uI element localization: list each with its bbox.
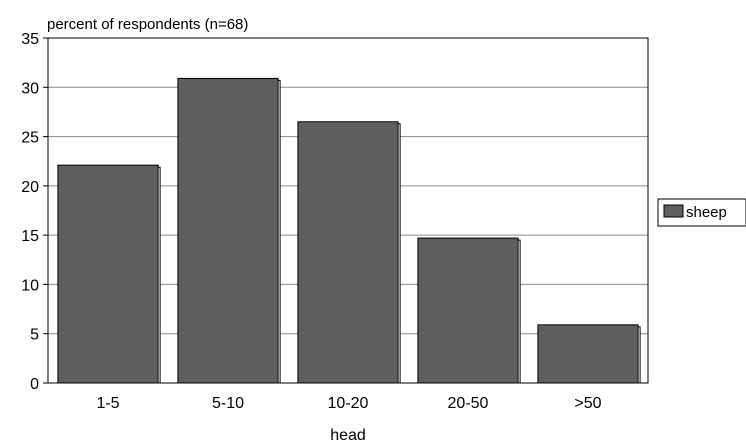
bar	[177, 77, 279, 384]
x-tick-label: 5-10	[212, 395, 244, 412]
y-axis-title: percent of respondents (n=68)	[47, 16, 248, 33]
x-axis-title: head	[330, 427, 366, 444]
bar	[417, 237, 519, 384]
bar	[57, 164, 159, 384]
x-tick-label: 1-5	[96, 395, 119, 412]
y-tick-label: 10	[21, 277, 39, 294]
x-tick-label: >50	[574, 395, 601, 412]
legend-swatch-sheep	[663, 204, 684, 218]
y-tick-label: 15	[21, 228, 39, 245]
x-tick-label: 20-50	[448, 395, 489, 412]
y-tick-label: 30	[21, 80, 39, 97]
legend: sheep	[657, 198, 746, 227]
bar	[297, 121, 399, 384]
legend-label-sheep: sheep	[686, 204, 727, 221]
x-tick-label: 10-20	[328, 395, 369, 412]
y-axis-ticks: 0 5 10 15 20 25 30 35	[21, 31, 48, 393]
y-tick-label: 20	[21, 179, 39, 196]
y-tick-label: 5	[30, 327, 39, 344]
bars	[57, 77, 641, 384]
y-tick-label: 35	[21, 31, 39, 48]
y-tick-label: 0	[30, 376, 39, 393]
x-axis-ticks: 1-5 5-10 10-20 20-50 >50	[96, 395, 601, 412]
y-tick-label: 25	[21, 130, 39, 147]
bar	[537, 324, 639, 384]
